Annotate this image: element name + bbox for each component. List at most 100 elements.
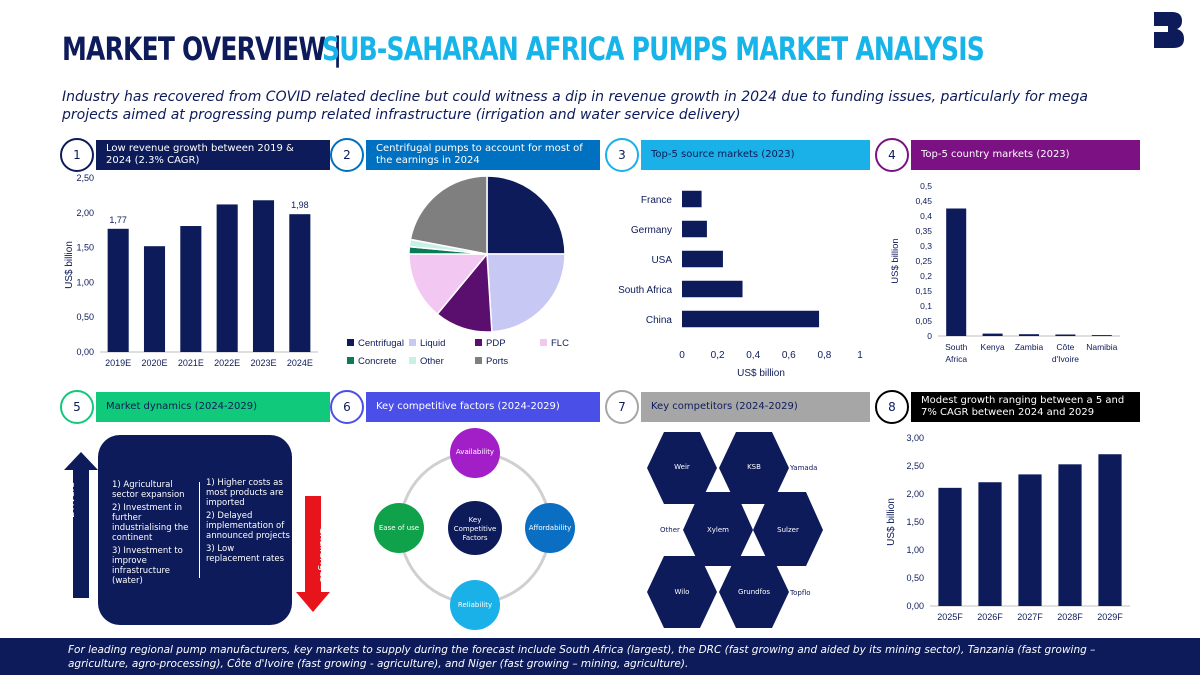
bar: [978, 482, 1002, 606]
bar: [143, 246, 166, 352]
legend-label: Concrete: [358, 356, 397, 367]
legend-label: PDP: [486, 338, 506, 349]
driver-item: 1) Agricultural sector expansion: [112, 480, 185, 500]
panel-header-6: Key competitive factors (2024-2029): [366, 392, 600, 422]
y-tick-label: 0,50: [906, 573, 924, 583]
x-tick-label: 1: [857, 350, 863, 361]
x-tick-label: Africa: [945, 354, 967, 364]
x-tick-label: 2025F: [937, 612, 963, 622]
x-tick-label: 0: [679, 350, 685, 361]
factor-center-label: Key Competitive Factors: [453, 516, 497, 542]
y-tick-label: 0,5: [920, 181, 932, 191]
dynamics-divider: [199, 482, 200, 578]
x-tick-label: Kenya: [981, 342, 1005, 352]
challenge-item: 1) Higher costs as most products are imp…: [206, 478, 284, 508]
y-tick-label: 3,00: [906, 433, 924, 443]
bar: [946, 208, 967, 336]
bar: [252, 200, 275, 352]
bar: [107, 228, 129, 352]
legend-swatch: [475, 357, 482, 364]
data-label: 1,98: [291, 200, 309, 210]
x-tick-label: 2019E: [105, 358, 131, 368]
competitive-factors-diagram: [374, 428, 575, 630]
y-tick-label: China: [646, 315, 673, 326]
x-tick-label: 2021E: [178, 358, 204, 368]
factor-reliability: Reliability: [457, 601, 493, 609]
y-tick-label: 2,50: [76, 173, 94, 183]
y-tick-label: 0,50: [76, 312, 94, 322]
competitor-grundfos: Grundfos: [737, 588, 770, 596]
x-tick-label: Côte: [1056, 342, 1074, 352]
data-label: 1,77: [109, 215, 127, 225]
panel-header-1: Low revenue growth between 2019 & 2024 (…: [96, 140, 330, 170]
competitor-ksb: KSB: [747, 463, 761, 471]
driver-item: 2) Investment in further industrialising…: [112, 503, 189, 543]
panel-header-2: Centrifugal pumps to account for most of…: [366, 140, 600, 170]
challenge-item: 3) Low replacement rates: [206, 544, 285, 564]
x-tick-label: 0,6: [782, 350, 796, 361]
competitor-xylem: Xylem: [706, 526, 729, 534]
y-tick-label: 0,45: [915, 196, 932, 206]
x-tick-label: 2028F: [1057, 612, 1083, 622]
forecast-bar-chart: 0,00 0,50 1,00 1,50 2,00 2,50 3,00 2025F 2026F 20…: [886, 433, 1130, 622]
factor-availability: Availability: [455, 448, 495, 456]
bar: [1098, 454, 1122, 606]
factor-affordability: Affordability: [528, 524, 572, 532]
bar: [682, 310, 820, 328]
y-tick-label: 1,50: [76, 243, 94, 253]
panel-header-label: Key competitors (2024-2029): [651, 401, 798, 412]
panel-number-badge: 2: [330, 138, 364, 172]
legend-swatch: [540, 339, 547, 346]
y-tick-label: France: [641, 195, 673, 206]
drivers-arrow: [64, 452, 98, 598]
country-markets-bar-chart: 0 0,05 0,1 0,15 0,2 0,25 0,3 0,35 0,4 0,45 0,5 Sout…: [890, 181, 1120, 364]
x-tick-label: 2022E: [214, 358, 240, 368]
y-axis-label: US$ billion: [890, 238, 901, 283]
bar: [216, 204, 238, 352]
panel-header-7: Key competitors (2024-2029): [641, 392, 870, 422]
bar: [938, 487, 962, 606]
y-tick-label: USA: [651, 255, 672, 266]
y-tick-label: 0,4: [920, 211, 932, 221]
y-tick-label: 0,25: [915, 256, 932, 266]
footer-note: For leading regional pump manufacturers,…: [0, 638, 1200, 675]
y-tick-label: 0,00: [906, 601, 924, 611]
pie-slice: [486, 253, 566, 333]
bar: [1091, 335, 1112, 336]
legend-label: Other: [420, 356, 444, 367]
brand-logo: [1152, 12, 1184, 48]
x-tick-label: d'Ivoire: [1052, 354, 1079, 364]
panel-number-badge: 7: [605, 390, 639, 424]
revenue-bar-chart: 0,00 0,50 1,00 1,50 2,00 2,50 2019E 1,77 2020E 20…: [64, 173, 318, 368]
legend-label: Liquid: [420, 338, 445, 349]
y-tick-label: 1,50: [906, 517, 924, 527]
pie-slice: [409, 175, 488, 255]
panel-number-badge: 8: [875, 390, 909, 424]
panel-header-label: Top-5 source markets (2023): [651, 149, 795, 160]
panel-header-label: Centrifugal pumps to account for most of…: [376, 143, 583, 166]
y-tick-label: 1,00: [76, 277, 94, 287]
panel-number-badge: 3: [605, 138, 639, 172]
legend-swatch: [409, 357, 416, 364]
legend-label: Ports: [486, 356, 508, 367]
y-tick-label: 0,35: [915, 226, 932, 236]
x-tick-label: 0,8: [817, 350, 831, 361]
panel-header-label: Modest growth ranging between a 5 and 7%…: [921, 395, 1125, 418]
dynamics-box: [98, 435, 292, 625]
legend-swatch: [347, 357, 354, 364]
y-tick-label: 0,3: [920, 241, 932, 251]
panel-header-3: Top-5 source markets (2023): [641, 140, 870, 170]
x-tick-label: South: [945, 342, 967, 352]
page-title-prefix: MARKET OVERVIEW |: [62, 30, 342, 68]
bar: [180, 226, 202, 352]
y-tick-label: 2,50: [906, 461, 924, 471]
x-tick-label: 0,4: [746, 350, 760, 361]
pie-slice: [486, 175, 566, 255]
bar: [1058, 464, 1082, 606]
x-tick-label: 2023E: [250, 358, 276, 368]
panel-header-label: Market dynamics (2024-2029): [106, 401, 258, 412]
y-axis-label: US$ billion: [886, 498, 897, 546]
competitor-sulzer: Sulzer: [777, 526, 799, 534]
driver-item: 3) Investment to improve infrastructure …: [112, 546, 183, 586]
panel-header-label: Top-5 country markets (2023): [921, 149, 1070, 160]
